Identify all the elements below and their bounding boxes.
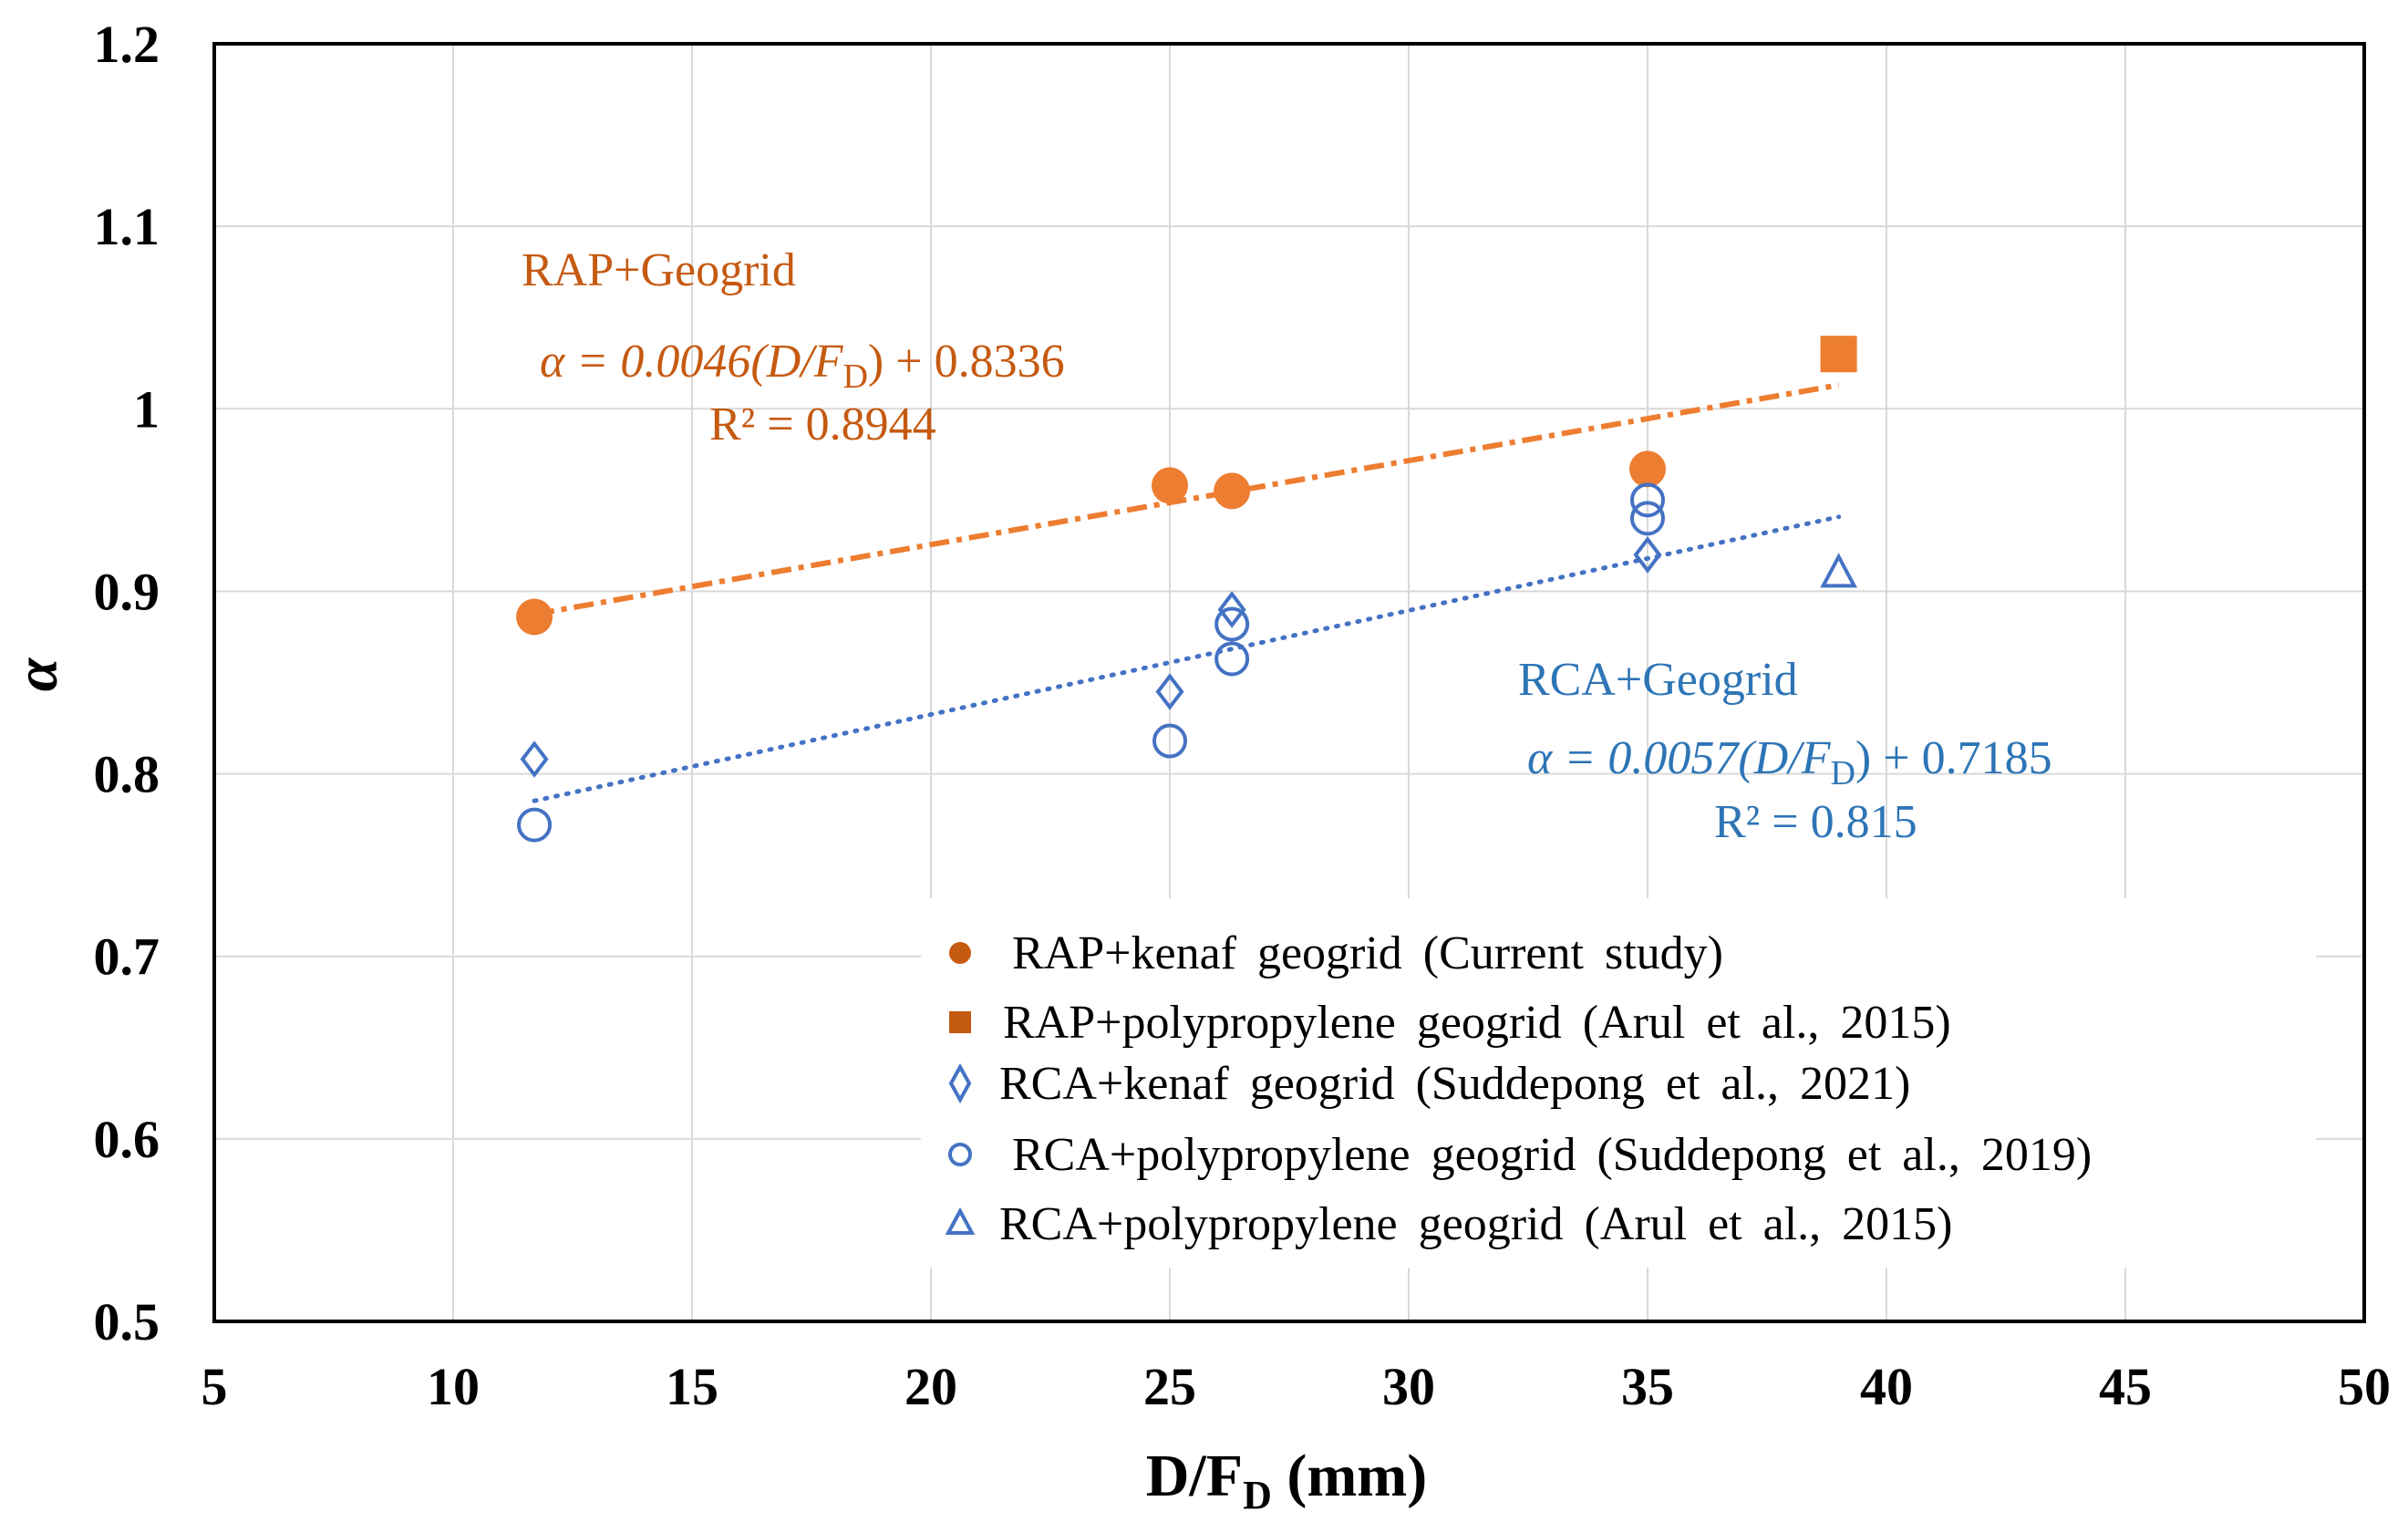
x-axis-title: D/FD (mm) <box>1146 1443 1428 1517</box>
rca-trend-line <box>532 514 1842 803</box>
y-tick-labels: 0.5 0.6 0.7 0.8 0.9 1 1.1 1.2 <box>94 15 160 1351</box>
rap-group-label: RAP+Geogrid <box>522 244 796 296</box>
y-tick-label: 0.6 <box>94 1110 160 1169</box>
legend-marker-open-circle <box>948 1143 972 1166</box>
rca-r2: R² = 0.815 <box>1714 796 1917 848</box>
legend-background <box>921 898 2316 1268</box>
x-tick-label: 40 <box>1860 1357 1913 1416</box>
rca-pp-2019-point <box>1214 641 1250 677</box>
y-tick-label: 1.1 <box>94 197 160 256</box>
x-tick-label: 5 <box>202 1357 228 1416</box>
rca-pp-2019-point <box>1630 482 1665 518</box>
legend-marker-open-diamond <box>948 1062 972 1104</box>
x-tick-label: 15 <box>666 1357 718 1416</box>
legend-label-rca-pp-2019: RCA+polypropylene geogrid (Suddepong et … <box>1012 1129 2092 1181</box>
legend: RAP+kenaf geogrid (Current study) RAP+po… <box>921 898 2316 1268</box>
y-tick-label: 1.2 <box>94 15 160 74</box>
trendlines <box>532 382 1842 803</box>
legend-label-rap-kenaf: RAP+kenaf geogrid (Current study) <box>1012 927 1723 979</box>
rap-pp-point <box>1820 336 1857 373</box>
legend-label-rca-kenaf: RCA+kenaf geogrid (Suddepong et al., 202… <box>999 1058 1910 1110</box>
rap-kenaf-point <box>1214 472 1251 510</box>
rca-pp-2019-point <box>517 807 553 843</box>
x-tick-label: 30 <box>1382 1357 1435 1416</box>
legend-marker-filled-square <box>949 1011 971 1033</box>
legend-marker-open-triangle <box>945 1206 976 1235</box>
rca-pp-2015-point <box>1820 553 1857 588</box>
legend-marker-filled-circle <box>949 942 971 964</box>
plot-frame <box>212 42 2366 1323</box>
y-tick-label: 0.9 <box>94 562 160 621</box>
rca-kenaf-point <box>1217 591 1246 628</box>
y-tick-label: 1 <box>133 379 160 439</box>
rca-kenaf-point <box>1633 536 1662 574</box>
x-tick-label: 25 <box>1143 1357 1196 1416</box>
rca-pp-2019-point <box>1214 606 1250 642</box>
rap-kenaf-point <box>1152 467 1188 504</box>
rca-group-label: RCA+Geogrid <box>1518 654 1798 706</box>
rca-kenaf-point <box>1155 673 1184 710</box>
x-tick-label: 20 <box>904 1357 957 1416</box>
y-tick-label: 0.7 <box>94 927 160 987</box>
y-axis-title: α <box>4 657 70 691</box>
rap-kenaf-point <box>1629 450 1666 488</box>
x-tick-label: 50 <box>2338 1357 2391 1416</box>
rap-kenaf-point <box>516 598 553 636</box>
rca-pp-2019-point <box>1630 501 1665 536</box>
legend-label-rap-pp: RAP+polypropylene geogrid (Arul et al., … <box>1003 997 1951 1049</box>
rca-pp-2019-point <box>1152 723 1187 759</box>
rap-r2: R² = 0.8944 <box>709 399 936 450</box>
rap-equation: α = 0.0046(D/FD) + 0.8336 <box>540 336 1065 396</box>
x-tick-label: 45 <box>2099 1357 2152 1416</box>
x-tick-labels: 5 10 15 20 25 30 35 40 45 50 <box>202 1357 2392 1416</box>
y-tick-label: 0.8 <box>94 745 160 804</box>
data-points <box>516 336 1857 843</box>
legend-label-rca-pp-2015: RCA+polypropylene geogrid (Arul et al., … <box>999 1198 1952 1250</box>
rca-equation: α = 0.0057(D/FD) + 0.7185 <box>1527 732 2052 792</box>
y-tick-label: 0.5 <box>94 1292 160 1351</box>
x-tick-label: 35 <box>1621 1357 1674 1416</box>
rca-kenaf-point <box>520 740 549 778</box>
x-tick-label: 10 <box>427 1357 480 1416</box>
